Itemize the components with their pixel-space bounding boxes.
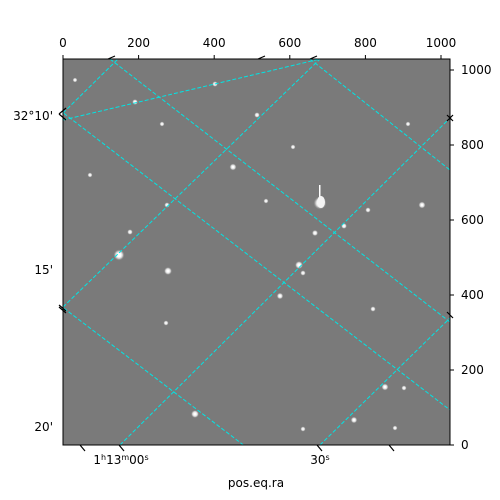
top-tick-label: 200 [127,36,150,50]
grid-tick [58,306,67,314]
coordinate-grid [63,59,450,445]
grid-tick [107,55,116,60]
grid-tick [257,55,266,60]
right-tick-label: 400 [461,288,484,302]
top-tick-label: 600 [278,36,301,50]
grid-line [63,59,119,114]
star-core [256,114,258,116]
grid-tick [309,55,318,60]
grid-line [63,59,321,308]
ra-tick-label: 1h13m00s [93,453,148,468]
grid-tick [58,113,67,121]
star-core [407,123,409,125]
star-core [193,412,197,416]
x-axis-title: pos.eq.ra [228,476,284,490]
top-tick-label: 1000 [426,36,457,50]
grid-line [319,317,450,445]
star-core [352,418,356,422]
ra-tick-label: 30s [310,453,329,468]
star-core [420,203,424,207]
grid-tick [118,444,125,452]
dec-tick-label: 32°10' [13,109,53,123]
grid-line [63,59,321,121]
right-tick-label: 200 [461,363,484,377]
star-core [292,146,294,148]
star-core [302,272,304,274]
star-core [367,209,369,211]
top-tick-label: 0 [59,36,67,50]
star-core [231,165,235,169]
right-tick-label: 0 [461,438,469,452]
right-tick-label: 800 [461,138,484,152]
star-core [265,200,267,202]
right-tick-label: 1000 [461,63,492,77]
dec-tick-label: 15' [34,263,53,277]
dec-tick-label: 20' [34,420,53,434]
grid-tick [388,444,395,452]
star-core [383,385,387,389]
star-core [165,322,167,324]
star-core [161,123,163,125]
star-core [89,174,91,176]
grid-tick [58,107,67,115]
grid-line [63,112,450,411]
star-core [372,308,374,310]
star-spike [319,185,321,200]
ra-tick-label-text: 1h13m00s [93,453,148,468]
top-tick-label: 400 [203,36,226,50]
star-core [302,428,304,430]
right-tick-label: 600 [461,213,484,227]
star-core [394,427,396,429]
star-core [166,269,170,273]
star-field [72,77,426,432]
star-core [116,252,122,258]
plot-frame [62,58,451,446]
grid-tick [316,444,323,452]
top-tick-label: 800 [354,36,377,50]
grid-line [63,306,245,445]
grid-tick [58,304,67,312]
grid-line [119,117,450,445]
grid-tick [446,114,454,122]
star-core [129,231,131,233]
tick-marks [58,55,454,452]
star-core [74,79,76,81]
star-core [343,225,345,227]
grid-tick [79,444,86,452]
bright-source [317,196,325,208]
star-core [278,294,282,298]
star-core [297,263,301,267]
star-core [403,387,405,389]
star-core [166,204,168,206]
star-core [314,232,316,234]
grid-tick [446,311,454,319]
